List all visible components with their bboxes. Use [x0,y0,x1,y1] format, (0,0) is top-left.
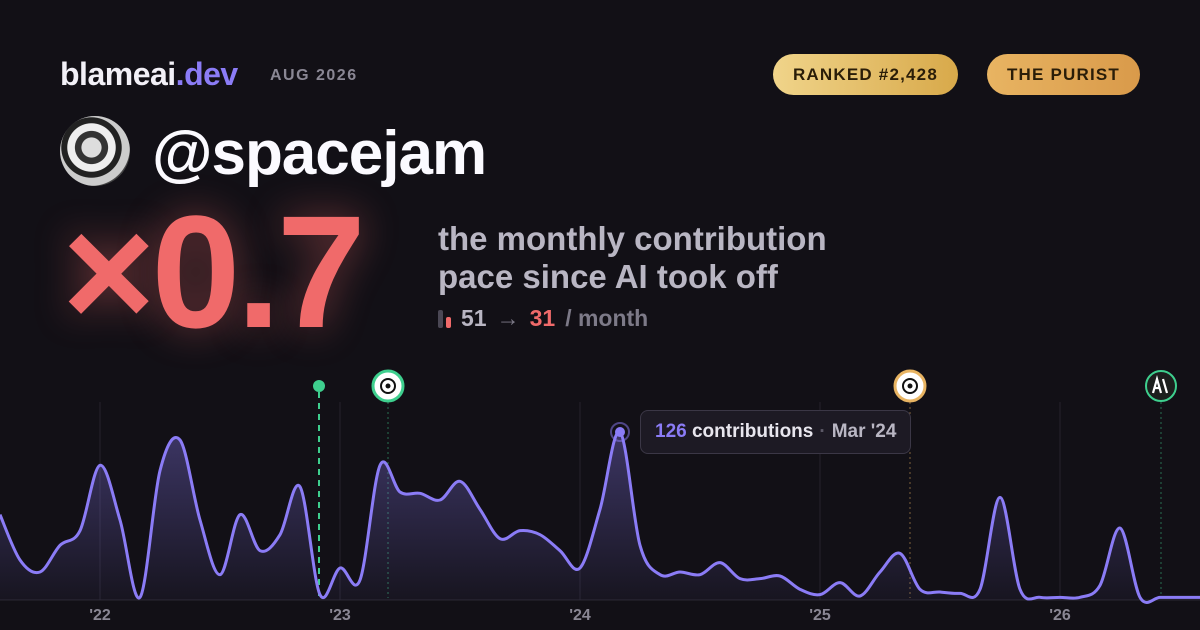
rank-badge: RANKED #2,428 [772,54,958,95]
openai-icon [893,369,927,403]
tooltip-date: Mar '24 [831,421,897,442]
description-line: the monthly contribution [438,220,827,257]
highlight-ring [610,422,630,442]
arrow: → [496,305,520,331]
highlight-point [615,427,625,437]
avatar [60,116,130,186]
multiplier: ×0.7 [62,182,366,361]
tooltip-value: 126 [655,421,687,442]
x-tick-label: '26 [1049,607,1071,624]
after-value: 31 [529,305,556,331]
brand-name: blameai [60,56,176,92]
before-value: 51 [461,305,487,331]
line [0,430,1200,604]
area [0,431,1200,603]
description-line: pace since AI took off [438,258,778,295]
handle: @spacejam [152,119,487,188]
anthropic-icon [1145,370,1177,402]
event-dot [313,380,325,392]
date: AUG 2026 [270,67,358,84]
tooltip: 126 contributions · Mar '24 [640,410,912,454]
x-tick-label: '24 [569,607,591,624]
brand: blameai.dev [60,56,238,93]
x-tick-label: '23 [329,607,351,624]
unit: / month [565,305,649,331]
pace: 51 → 31 / month [438,305,648,332]
tooltip-label: contributions [691,421,814,442]
separator: · [819,421,826,442]
brand-tld: .dev [175,56,239,92]
title-badge: THE PURIST [986,54,1140,95]
x-tick-label: '25 [809,607,831,624]
description: the monthly contribution pace since AI to… [438,220,827,296]
pace-icon [438,309,451,328]
openai-icon [371,369,405,403]
x-tick-label: '22 [89,607,111,624]
